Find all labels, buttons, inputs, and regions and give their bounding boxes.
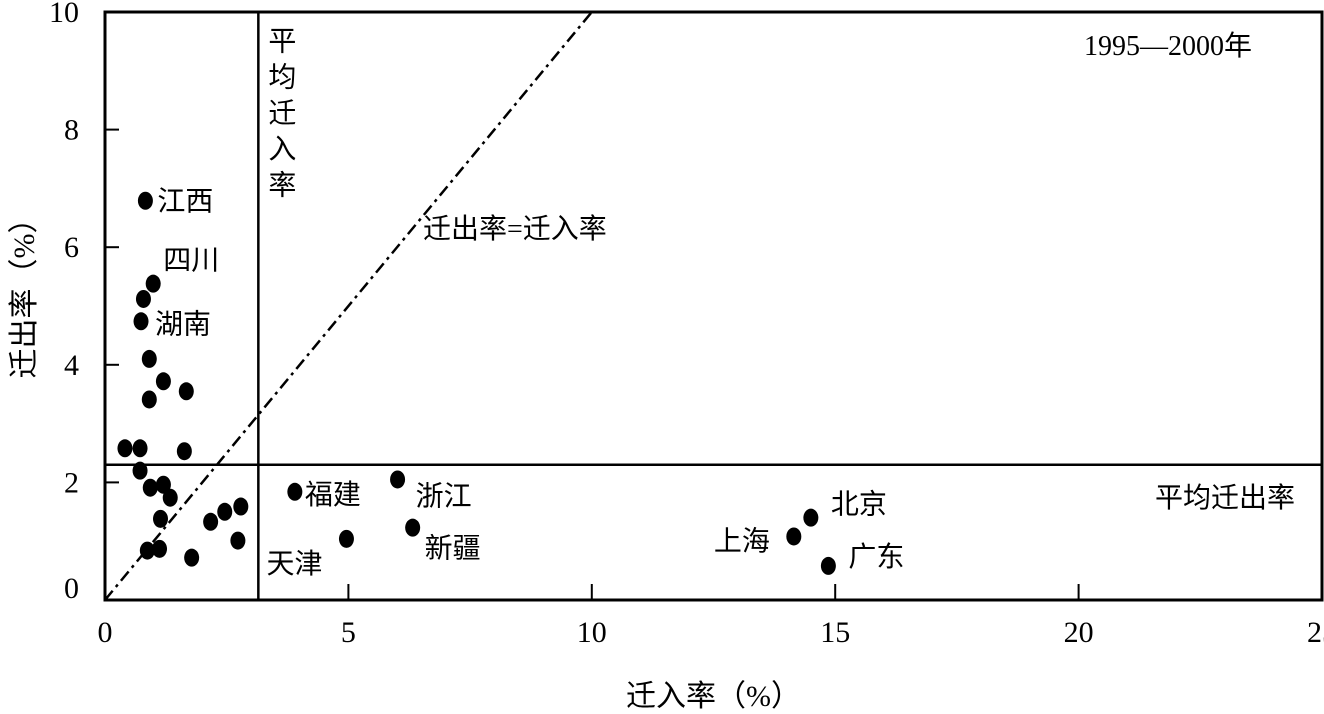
data-point — [287, 482, 303, 501]
x-tick-label: 20 — [1064, 616, 1094, 649]
data-point — [390, 470, 406, 489]
data-point — [155, 475, 171, 494]
y-tick-label: 8 — [64, 114, 79, 147]
data-point — [139, 541, 155, 560]
y-tick-label: 2 — [64, 466, 79, 499]
data-point — [217, 502, 233, 521]
data-label: 新疆 — [425, 533, 481, 565]
y-tick-label: 10 — [49, 0, 79, 29]
data-label: 福建 — [305, 479, 361, 511]
data-point — [230, 531, 246, 550]
data-point — [135, 289, 151, 308]
data-point — [184, 548, 200, 567]
data-point — [803, 508, 819, 527]
data-point — [405, 518, 421, 537]
data-point — [178, 382, 194, 401]
data-label: 天津 — [266, 549, 322, 580]
data-point — [152, 509, 168, 528]
x-tick-label: 15 — [820, 616, 850, 649]
data-label: 浙江 — [416, 480, 472, 512]
data-point — [133, 312, 149, 331]
x-tick-label: 25 — [1307, 616, 1324, 649]
data-point — [820, 556, 836, 575]
data-label: 上海 — [714, 525, 770, 557]
data-point — [142, 478, 158, 497]
chart-title: 1995—2000年 — [1084, 30, 1252, 62]
data-label: 北京 — [831, 489, 887, 521]
data-point — [162, 488, 178, 507]
y-tick-label: 4 — [64, 349, 79, 382]
data-point — [145, 274, 161, 293]
y-axis-title: 迁出率（%） — [8, 204, 41, 379]
data-point — [155, 372, 171, 391]
average-in-rate-label: 平均迁入率 — [264, 26, 296, 206]
data-point — [203, 512, 219, 531]
data-point — [152, 539, 168, 558]
data-point — [132, 439, 148, 458]
data-label: 江西 — [157, 186, 213, 218]
data-point — [137, 191, 153, 210]
x-tick-label: 0 — [98, 616, 113, 649]
y-tick-label: 6 — [64, 231, 79, 264]
average-out-rate-label: 平均迁出率 — [1155, 482, 1295, 514]
data-point — [233, 497, 249, 516]
plot-frame — [103, 10, 1324, 602]
x-axis-title: 迁入率（%） — [626, 680, 801, 713]
x-tick-label: 10 — [577, 616, 607, 649]
equal-rate-label: 迁出率=迁入率 — [423, 213, 607, 245]
data-point — [141, 349, 157, 368]
data-point — [338, 529, 354, 548]
data-point — [132, 461, 148, 480]
x-tick-label: 5 — [341, 616, 356, 649]
data-point — [117, 439, 133, 458]
equal-rate-line — [104, 11, 593, 601]
data-label: 四川 — [163, 246, 219, 277]
data-label: 湖南 — [155, 308, 211, 340]
data-point — [786, 527, 802, 546]
y-tick-label: 0 — [64, 572, 79, 605]
data-point — [141, 390, 157, 409]
data-point — [176, 442, 192, 461]
data-label: 广东 — [848, 541, 904, 573]
